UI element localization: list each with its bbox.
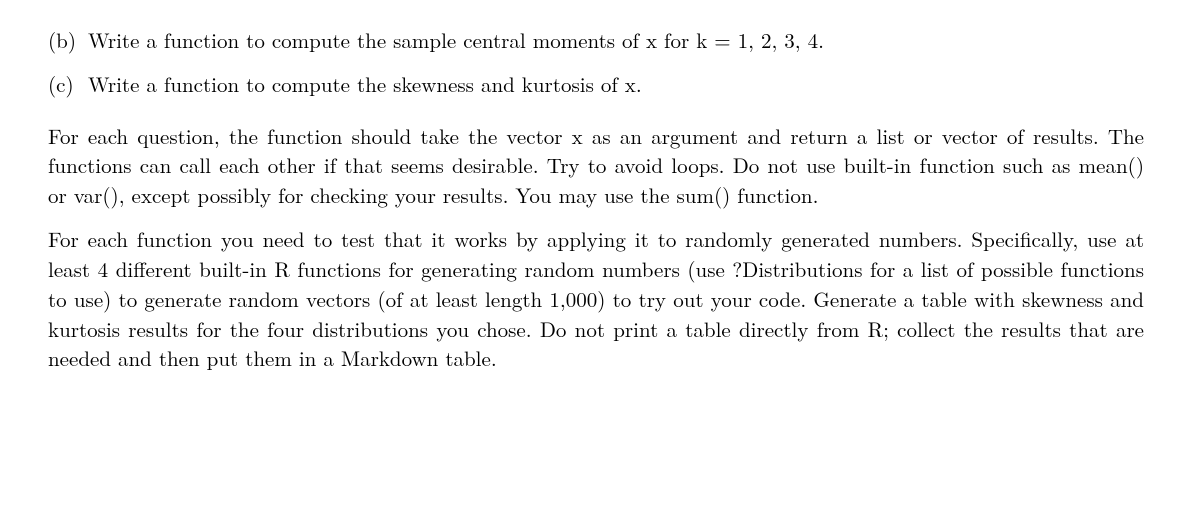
document-page: (b) Write a function to compute the samp… (0, 0, 1192, 506)
item-label-b: (b) (48, 26, 88, 56)
list-item: (c) Write a function to compute the skew… (48, 70, 1144, 100)
item-text-c: Write a function to compute the skewness… (88, 70, 1144, 100)
list-item: (b) Write a function to compute the samp… (48, 26, 1144, 56)
paragraph-instructions-1: For each question, the function should t… (48, 122, 1144, 211)
item-text-b: Write a function to compute the sample c… (88, 26, 1144, 56)
item-label-c: (c) (48, 70, 88, 100)
paragraph-instructions-2: For each function you need to test that … (48, 225, 1144, 374)
